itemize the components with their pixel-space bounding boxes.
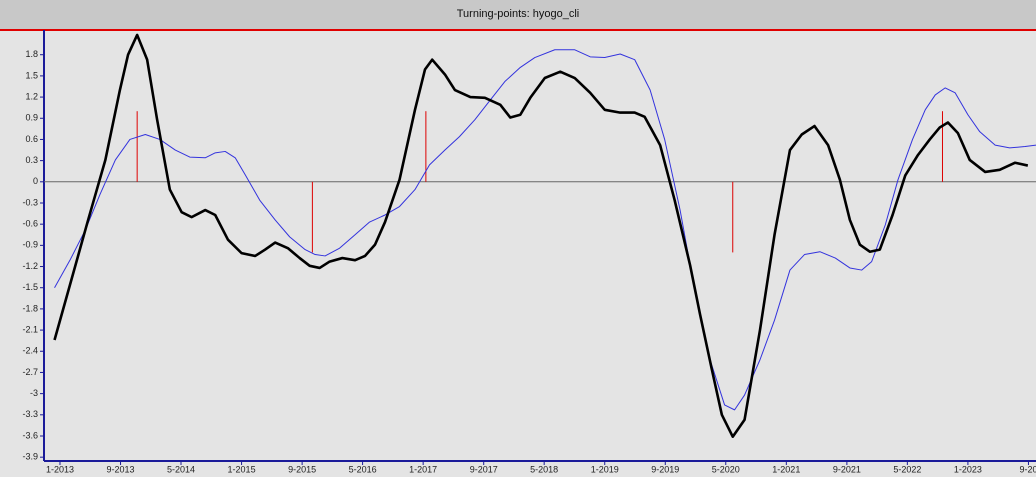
y-tick-label: -0.3 [22, 197, 38, 207]
y-tick-label: -3.9 [22, 452, 38, 462]
x-tick-label: 5-2014 [167, 464, 195, 474]
y-tick-label: -3 [30, 388, 38, 398]
y-tick-label: 0.6 [25, 134, 38, 144]
y-tick-label: -2.4 [22, 346, 38, 356]
x-tick-label: 1-2015 [228, 464, 256, 474]
y-tick-label: 1.8 [25, 49, 38, 59]
x-tick-label: 1-2013 [46, 464, 74, 474]
x-tick-label: 5-2018 [530, 464, 558, 474]
x-tick-label: 9-2015 [288, 464, 316, 474]
y-tick-label: -1.2 [22, 261, 38, 271]
y-tick-label: -3.3 [22, 409, 38, 419]
x-tick-label: 1-2021 [772, 464, 800, 474]
y-tick-label: 1.2 [25, 91, 38, 101]
y-tick-label: 0.3 [25, 155, 38, 165]
y-tick-label: -1.5 [22, 282, 38, 292]
y-tick-label: -2.1 [22, 324, 38, 334]
x-tick-label: 9-2013 [107, 464, 135, 474]
x-tick-label: 1-2019 [591, 464, 619, 474]
x-tick-label: 9-2017 [470, 464, 498, 474]
x-tick-label: 5-2022 [893, 464, 921, 474]
title-bar [0, 0, 1036, 29]
y-tick-label: -3.6 [22, 430, 38, 440]
y-tick-label: -2.7 [22, 367, 38, 377]
chart-title: Turning-points: hyogo_cli [457, 8, 580, 20]
x-tick-label: 9-2021 [833, 464, 861, 474]
y-tick-label: 0 [33, 176, 38, 186]
y-tick-label: 0.9 [25, 113, 38, 123]
x-tick-label: 5-2016 [349, 464, 377, 474]
y-tick-label: -0.6 [22, 219, 38, 229]
x-tick-label: 1-2017 [409, 464, 437, 474]
x-tick-label: 5-2020 [712, 464, 740, 474]
series-line [53, 33, 1029, 438]
x-tick-label: 1-2023 [954, 464, 982, 474]
series-line [54, 49, 1036, 411]
x-tick-label: 9-2019 [651, 464, 679, 474]
y-tick-label: -1.8 [22, 303, 38, 313]
y-tick-label: -0.9 [22, 240, 38, 250]
y-tick-label: 1.5 [25, 70, 38, 80]
x-tick-label: 9-20 [1019, 464, 1036, 474]
